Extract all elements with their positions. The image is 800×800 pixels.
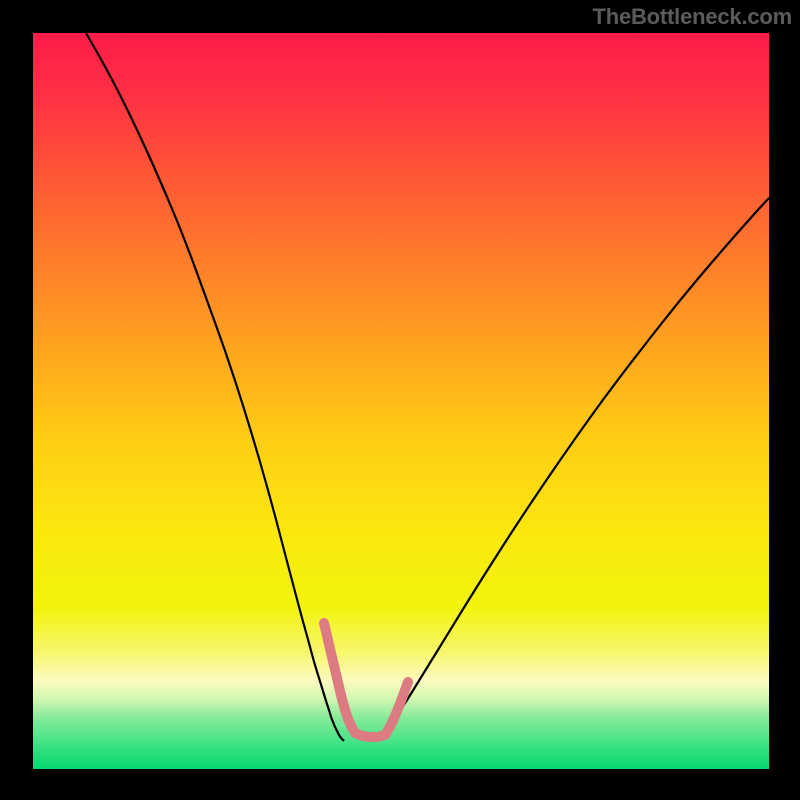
chart-container: TheBottleneck.com: [0, 0, 800, 800]
watermark-text: TheBottleneck.com: [592, 4, 792, 30]
plot-svg: [0, 0, 800, 800]
